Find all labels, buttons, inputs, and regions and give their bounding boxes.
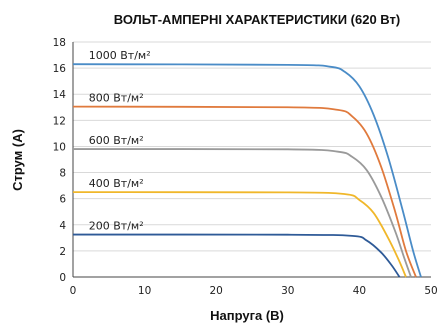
y-tick-label: 10	[53, 141, 66, 153]
x-tick-label: 20	[210, 285, 223, 297]
grid-lines	[73, 41, 431, 252]
x-tick-label: 0	[70, 285, 77, 297]
y-tick-label: 4	[59, 220, 66, 232]
y-axis-label: Струм (А)	[10, 129, 25, 191]
series-lines	[72, 63, 422, 278]
series-label-4: 200 Вт/м²	[89, 220, 144, 233]
series-labels: 1000 Вт/м² 800 Вт/м² 600 Вт/м² 400 Вт/м² 200…	[89, 49, 151, 232]
y-tick-label: 0	[59, 272, 66, 284]
y-tick-label: 2	[59, 246, 66, 258]
series-label-3: 400 Вт/м²	[89, 177, 144, 190]
x-tick-label: 10	[138, 285, 151, 297]
x-tick-labels: 0 10 20 30 40 50	[70, 285, 437, 297]
series-label-1: 800 Вт/м²	[89, 92, 144, 105]
y-tick-labels: 0 2 4 6 8 10 12 14 16 18	[53, 37, 67, 284]
series-line-1	[72, 105, 417, 278]
x-tick-label: 40	[353, 285, 366, 297]
y-tick-label: 18	[53, 37, 66, 49]
y-tick-label: 14	[53, 89, 67, 101]
series-line-3	[72, 191, 407, 278]
axes	[72, 42, 431, 278]
x-axis-label: Напруга (В)	[210, 308, 284, 323]
y-tick-label: 6	[59, 194, 66, 206]
series-line-0	[72, 63, 422, 278]
x-tick-label: 50	[424, 285, 437, 297]
chart-title: ВОЛЬТ-АМПЕРНІ ХАРАКТЕРИСТИКИ (620 Вт)	[114, 12, 400, 27]
y-tick-label: 16	[53, 63, 67, 75]
series-line-4	[72, 233, 401, 278]
series-label-2: 600 Вт/м²	[89, 134, 144, 147]
y-tick-label: 8	[59, 168, 66, 180]
series-label-0: 1000 Вт/м²	[89, 49, 151, 62]
y-tick-label: 12	[53, 115, 66, 127]
series-line-2	[72, 148, 412, 278]
x-tick-label: 30	[281, 285, 294, 297]
